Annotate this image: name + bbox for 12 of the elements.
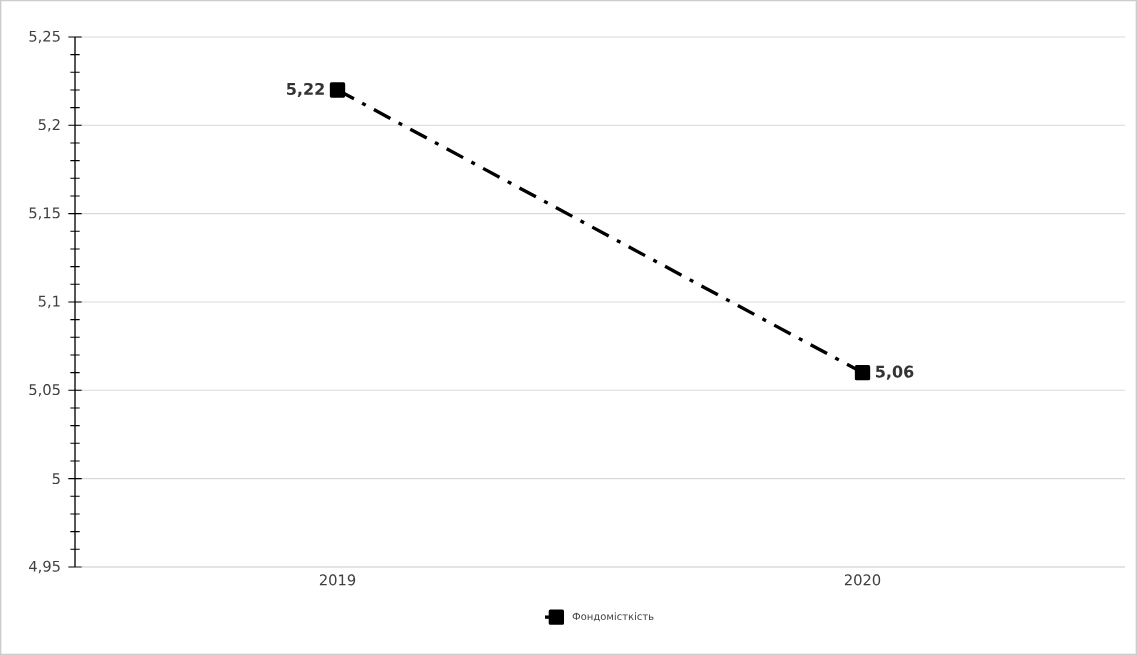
y-tick-label: 5,25 bbox=[29, 30, 60, 44]
x-tick-label: 2020 bbox=[844, 574, 881, 586]
y-tick-label: 5,2 bbox=[38, 119, 60, 132]
y-tick-label: 5,15 bbox=[29, 207, 60, 220]
legend-label: Фондомісткість bbox=[572, 612, 654, 622]
x-tick-label: 2019 bbox=[319, 574, 356, 586]
data-label: 5,06 bbox=[876, 365, 914, 380]
y-tick-label: 5 bbox=[52, 473, 60, 485]
y-tick-label: 5,1 bbox=[38, 295, 60, 309]
y-tick-label: 5,05 bbox=[29, 384, 60, 397]
data-label: 5,22 bbox=[287, 82, 324, 98]
y-tick-label: 4,95 bbox=[29, 560, 60, 574]
